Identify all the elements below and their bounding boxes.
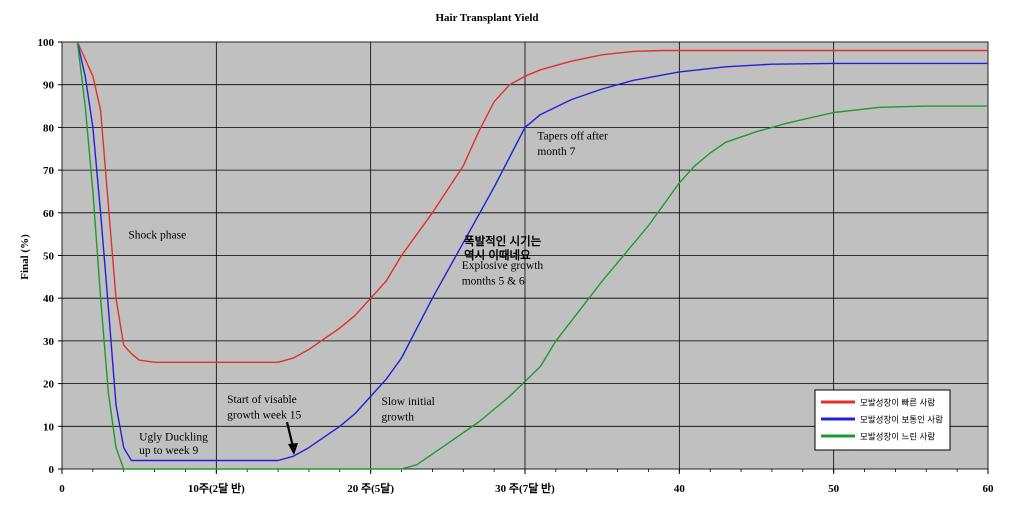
x-tick-label: 0 [59,483,65,495]
y-axis-label: Final (%) [19,234,31,280]
annotation-text: up to week 9 [139,445,198,457]
y-tick-label: 40 [43,293,55,305]
korean-note-line2: 역시 이때네요 [464,248,531,262]
annotation-text: growth [381,412,414,424]
korean-note-line1: 폭발적인 시기는 [464,234,542,248]
annotation-text: Slow initial [381,396,434,408]
y-tick-label: 70 [43,165,55,177]
legend-label: 모발성장이 느린 사람 [860,432,935,442]
y-tick-label: 50 [43,251,55,263]
annotation-text: Tapers off after [537,130,608,142]
x-tick-label: 60 [983,483,995,495]
x-tick-label: 30 주(7달 반) [495,481,555,495]
chart-title: Hair Transplant Yield [435,12,538,24]
series-line-1 [76,41,988,363]
annotation-arrow [285,421,298,455]
annotation-text: Explosive growth [462,260,544,272]
legend-label: 모발성장이 빠른 사람 [860,398,935,408]
annotation-text: growth week 15 [227,410,301,422]
y-tick-label: 10 [43,421,55,433]
y-tick-label: 0 [49,464,55,476]
annotation-text: Start of visable [227,394,297,406]
y-tick-label: 30 [43,336,55,348]
series-line-3 [76,41,988,470]
annotation-text: Ugly Duckling [139,431,208,443]
y-tick-label: 80 [43,122,55,134]
series-line-2 [76,41,988,462]
series-lines [76,41,988,470]
annotation-text: months 5 & 6 [462,276,525,288]
annotation-text: month 7 [537,146,575,158]
x-tick-label: 40 [674,483,686,495]
legend-label: 모발성장이 보통인 사람 [860,415,943,425]
y-tick-label: 60 [43,208,55,220]
y-tick-label: 20 [43,379,55,391]
x-tick-label: 20 주(5달) [347,482,394,495]
x-tick-label: 10주(2달 반) [188,481,245,495]
y-tick-label: 90 [43,80,55,92]
y-tick-label: 100 [38,37,55,49]
annotation-text: Shock phase [128,229,186,241]
annotations: Shock phase Ugly Duckling up to week 9 Star… [128,130,608,457]
axes: 0 10 20 30 40 50 60 70 80 90 100 0 10주(2달 반) 20 주(5달)… [38,37,995,495]
x-tick-label: 50 [828,483,840,495]
